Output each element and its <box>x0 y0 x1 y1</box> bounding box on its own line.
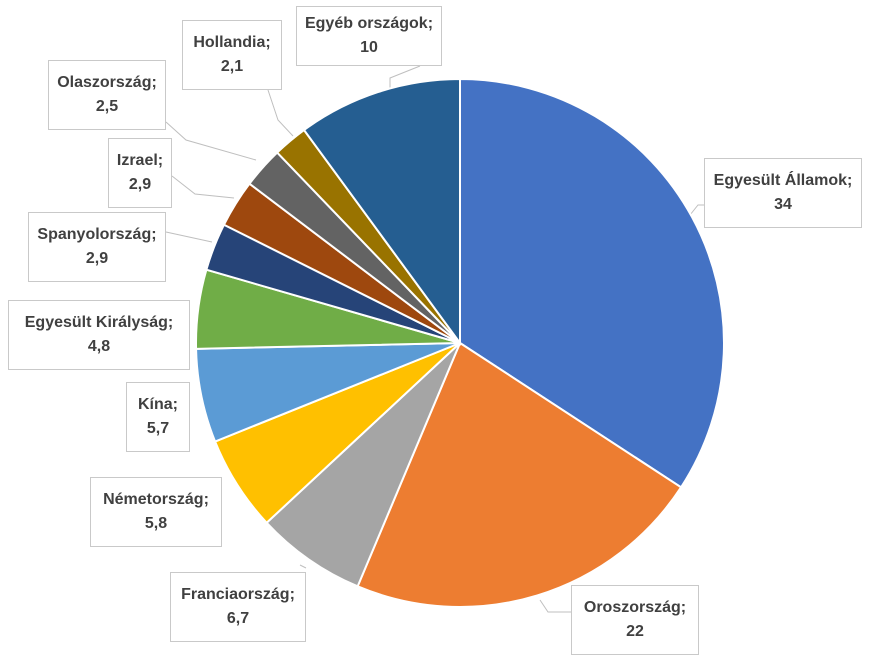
data-label-category: Olaszország; <box>57 74 157 91</box>
data-label-value: 10 <box>360 39 378 56</box>
data-label-value: 2,5 <box>95 98 119 115</box>
leader-line-1 <box>539 599 571 613</box>
pie-slice-10 <box>302 77 461 347</box>
data-label-8: Olaszország; 2,5 <box>48 60 166 130</box>
data-label-5: Egyesült Királyság; 4,8 <box>8 300 190 370</box>
leader-line-0 <box>689 204 704 216</box>
data-label-7: Izrael; 2,9 <box>108 138 172 208</box>
leader-line-8 <box>165 121 257 161</box>
data-label-0: Egyesült Államok; 34 <box>704 158 862 228</box>
data-label-10: Egyéb országok; 10 <box>296 6 442 66</box>
data-label-value: 5,7 <box>146 420 170 437</box>
data-label-value: 22 <box>626 623 644 640</box>
leader-line-9 <box>267 89 294 137</box>
data-label-category: Egyesült Királyság; <box>24 314 174 331</box>
data-label-category: Hollandia; <box>193 34 271 51</box>
pie-slice-1 <box>356 341 683 608</box>
leader-line-7 <box>171 175 235 199</box>
data-label-category: Kína; <box>138 396 178 413</box>
data-label-category: Spanyolország; <box>37 226 157 243</box>
data-label-value: 5,8 <box>144 515 168 532</box>
data-label-value: 34 <box>774 196 792 213</box>
data-label-9: Hollandia; 2,1 <box>182 20 282 90</box>
data-label-value: 2,9 <box>85 250 109 267</box>
data-label-value: 6,7 <box>226 610 250 627</box>
pie-slices <box>195 77 725 608</box>
data-label-category: Egyesült Államok; <box>713 172 853 189</box>
data-label-category: Egyéb országok; <box>304 15 434 32</box>
data-label-value: 2,9 <box>128 176 152 193</box>
data-label-4: Kína; 5,7 <box>126 382 190 452</box>
leader-line-6 <box>165 231 213 243</box>
leader-line-2 <box>299 564 307 569</box>
data-label-3: Németország; 5,8 <box>90 477 222 547</box>
data-label-category: Németország; <box>103 491 209 508</box>
data-label-1: Oroszország; 22 <box>571 585 699 655</box>
data-label-category: Izrael; <box>116 152 164 169</box>
leader-lines <box>165 65 704 613</box>
leader-line-10 <box>389 65 421 90</box>
pie-slice-2 <box>265 342 461 588</box>
data-label-value: 4,8 <box>87 338 111 355</box>
data-label-6: Spanyolország; 2,9 <box>28 212 166 282</box>
data-label-2: Franciaország; 6,7 <box>170 572 306 642</box>
data-label-value: 2,1 <box>220 58 244 75</box>
data-label-category: Oroszország; <box>583 599 687 616</box>
data-label-category: Franciaország; <box>181 586 295 603</box>
